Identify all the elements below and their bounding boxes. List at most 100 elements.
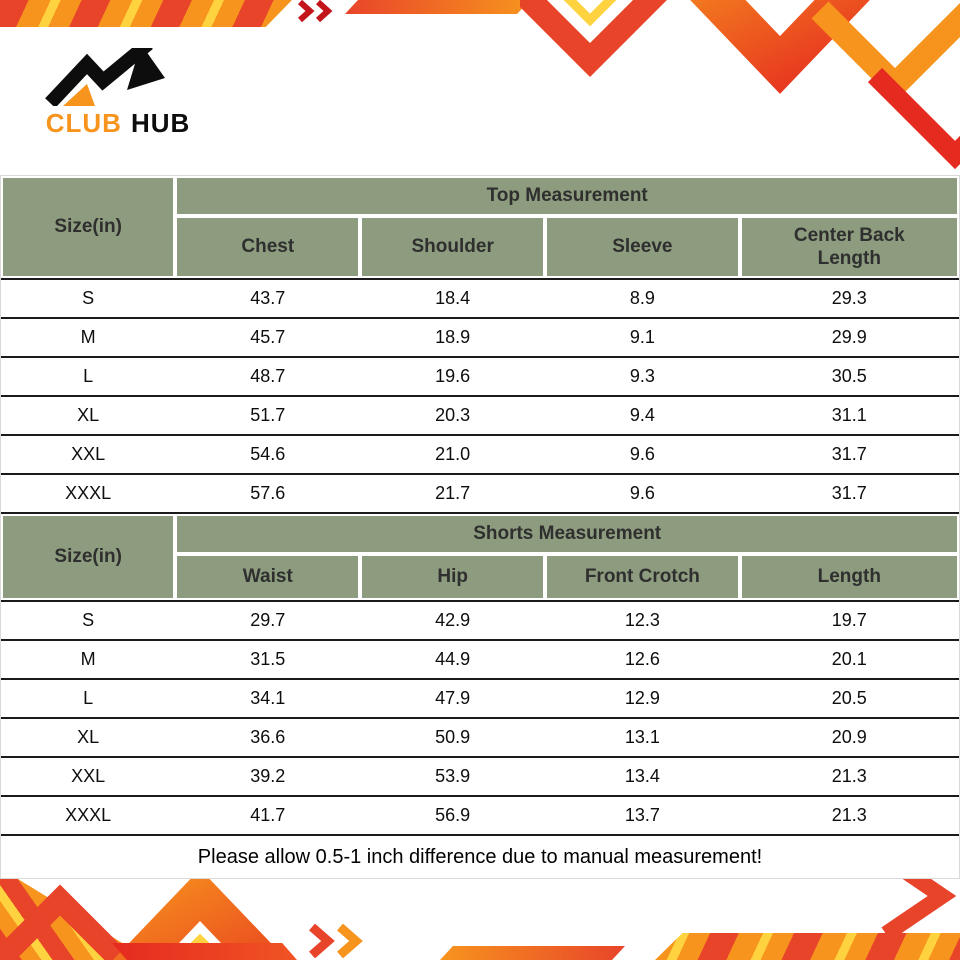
center-back-length-column-header: Center Back Length [739, 216, 959, 278]
size-unit-header: Size(in) [1, 176, 176, 278]
value-cell: 34.1 [175, 680, 361, 719]
value-cell: 12.6 [545, 641, 740, 680]
value-cell: 8.9 [545, 278, 740, 319]
value-cell: 9.4 [545, 397, 740, 436]
table-row: XL 51.7 20.3 9.4 31.1 [1, 397, 959, 436]
table-row: S 29.7 42.9 12.3 19.7 [1, 600, 959, 641]
value-cell: 56.9 [360, 797, 546, 836]
value-cell: 18.4 [360, 278, 546, 319]
bottom-mid-chevrons-icon [309, 924, 363, 958]
table-row: M 45.7 18.9 9.1 29.9 [1, 319, 959, 358]
top-left-stripe-band [0, 0, 292, 27]
value-cell: 43.7 [175, 278, 361, 319]
value-cell: 19.7 [739, 600, 959, 641]
value-cell: 13.4 [545, 758, 740, 797]
value-cell: 48.7 [175, 358, 361, 397]
top-measurement-group-header: Top Measurement [175, 176, 959, 216]
club-hub-swoosh-icon [45, 48, 165, 106]
value-cell: 18.9 [360, 319, 546, 358]
value-cell: 54.6 [175, 436, 361, 475]
value-cell: 50.9 [360, 719, 546, 758]
size-cell: S [1, 600, 176, 641]
value-cell: 31.7 [739, 436, 959, 475]
value-cell: 12.3 [545, 600, 740, 641]
value-cell: 42.9 [360, 600, 546, 641]
size-cell: XXXL [1, 475, 176, 514]
length-column-header: Length [739, 554, 959, 600]
size-cell: XXL [1, 758, 176, 797]
size-cell: L [1, 680, 176, 719]
value-cell: 19.6 [360, 358, 546, 397]
shorts-measurement-table: Size(in) Shorts Measurement Waist Hip Fr… [1, 514, 959, 836]
logo-hub-text: HUB [130, 108, 191, 138]
size-chart-content: Size(in) Top Measurement Chest Shoulder … [0, 175, 960, 879]
size-cell: XXXL [1, 797, 176, 836]
table-row: L 48.7 19.6 9.3 30.5 [1, 358, 959, 397]
chest-column-header: Chest [175, 216, 361, 278]
value-cell: 13.7 [545, 797, 740, 836]
table-row: XXXL 41.7 56.9 13.7 21.3 [1, 797, 959, 836]
measurement-disclaimer: Please allow 0.5-1 inch difference due t… [1, 836, 959, 878]
value-cell: 21.0 [360, 436, 546, 475]
club-hub-logo: CLUB HUB [28, 48, 208, 139]
size-cell: XL [1, 719, 176, 758]
table-row: L 34.1 47.9 12.9 20.5 [1, 680, 959, 719]
value-cell: 20.9 [739, 719, 959, 758]
table-row: XXL 54.6 21.0 9.6 31.7 [1, 436, 959, 475]
hip-column-header: Hip [360, 554, 546, 600]
value-cell: 53.9 [360, 758, 546, 797]
value-cell: 20.3 [360, 397, 546, 436]
value-cell: 12.9 [545, 680, 740, 719]
size-cell: S [1, 278, 176, 319]
value-cell: 29.9 [739, 319, 959, 358]
logo-wordmark: CLUB HUB [28, 108, 208, 139]
value-cell: 20.5 [739, 680, 959, 719]
logo-club-text: CLUB [45, 108, 122, 138]
size-cell: XL [1, 397, 176, 436]
waist-column-header: Waist [175, 554, 361, 600]
value-cell: 47.9 [360, 680, 546, 719]
shoulder-column-header: Shoulder [360, 216, 546, 278]
value-cell: 29.3 [739, 278, 959, 319]
value-cell: 21.3 [739, 797, 959, 836]
value-cell: 13.1 [545, 719, 740, 758]
size-cell: XXL [1, 436, 176, 475]
bottom-left-stripe-band [112, 943, 297, 960]
sleeve-column-header: Sleeve [545, 216, 740, 278]
value-cell: 9.6 [545, 436, 740, 475]
size-cell: L [1, 358, 176, 397]
value-cell: 20.1 [739, 641, 959, 680]
value-cell: 29.7 [175, 600, 361, 641]
size-cell: M [1, 319, 176, 358]
value-cell: 9.6 [545, 475, 740, 514]
value-cell: 9.3 [545, 358, 740, 397]
front-crotch-column-header: Front Crotch [545, 554, 740, 600]
value-cell: 31.5 [175, 641, 361, 680]
table-row: XXL 39.2 53.9 13.4 21.3 [1, 758, 959, 797]
bottom-left-chevrons-decoration [0, 868, 288, 960]
value-cell: 45.7 [175, 319, 361, 358]
top-mid-stripe-band [345, 0, 530, 14]
value-cell: 30.5 [739, 358, 959, 397]
value-cell: 31.1 [739, 397, 959, 436]
top-mid-chevrons-icon [297, 0, 333, 22]
value-cell: 9.1 [545, 319, 740, 358]
value-cell: 21.3 [739, 758, 959, 797]
size-unit-header: Size(in) [1, 514, 176, 600]
bottom-right-stripe-band [655, 933, 960, 960]
table-row: XXXL 57.6 21.7 9.6 31.7 [1, 475, 959, 514]
value-cell: 44.9 [360, 641, 546, 680]
value-cell: 51.7 [175, 397, 361, 436]
top-measurement-table: Size(in) Top Measurement Chest Shoulder … [1, 176, 959, 514]
value-cell: 31.7 [739, 475, 959, 514]
size-cell: M [1, 641, 176, 680]
value-cell: 21.7 [360, 475, 546, 514]
value-cell: 36.6 [175, 719, 361, 758]
table-row: M 31.5 44.9 12.6 20.1 [1, 641, 959, 680]
table-row: S 43.7 18.4 8.9 29.3 [1, 278, 959, 319]
value-cell: 57.6 [175, 475, 361, 514]
value-cell: 39.2 [175, 758, 361, 797]
table-row: XL 36.6 50.9 13.1 20.9 [1, 719, 959, 758]
bottom-mid-stripe-band [440, 946, 625, 960]
